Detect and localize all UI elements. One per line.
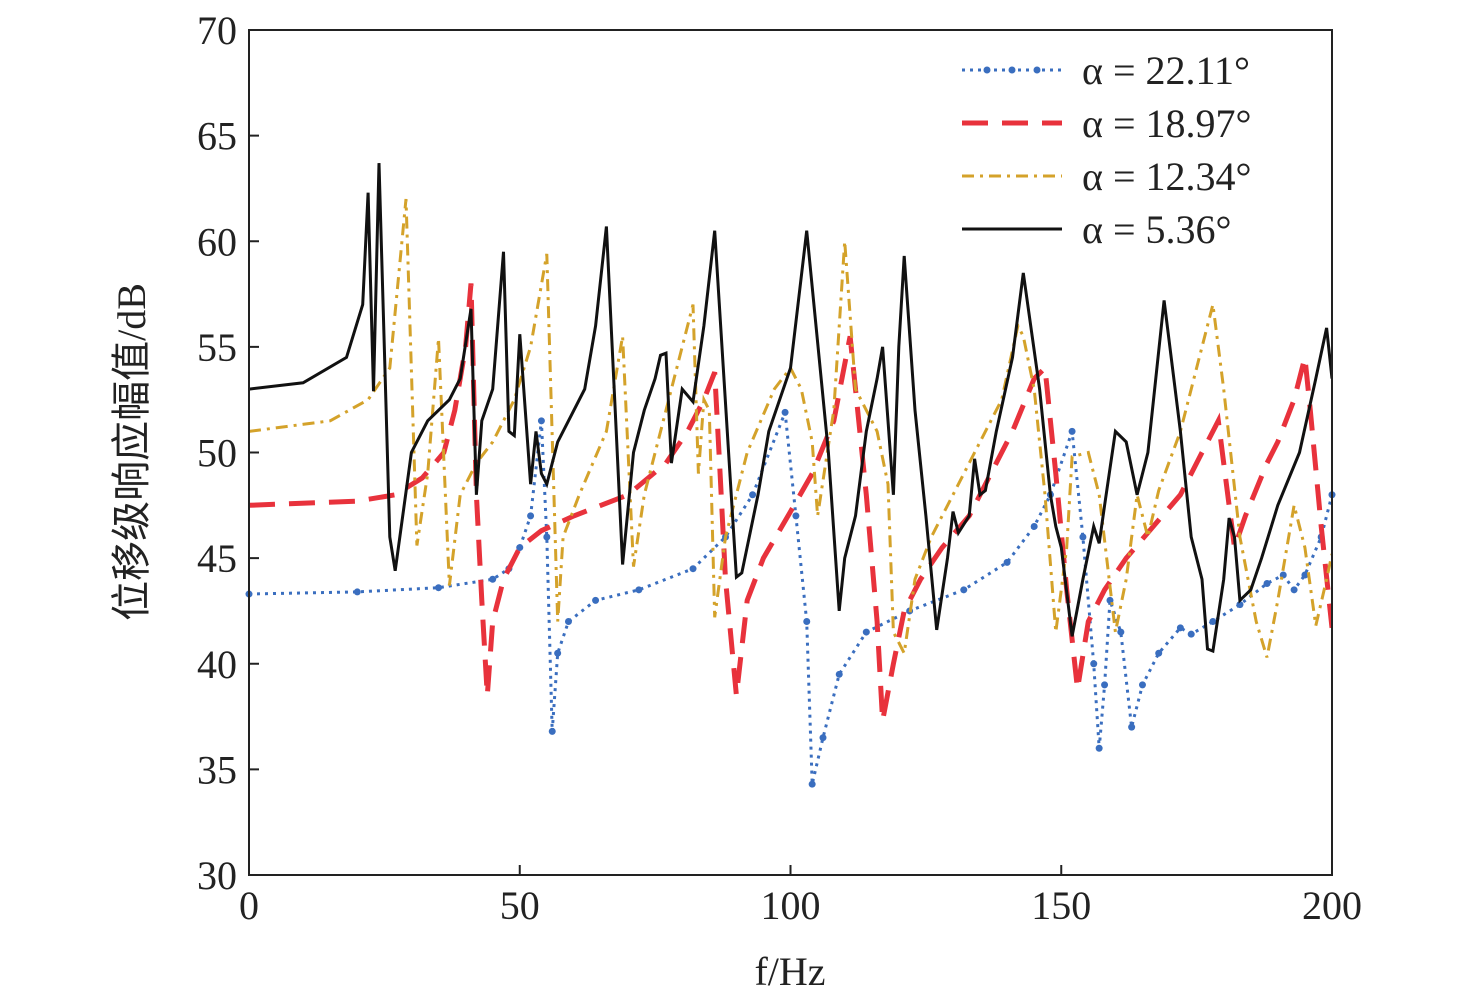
y-axis-label: 位移级响应幅值/dB [109,283,154,621]
legend-label: α = 12.34° [1082,154,1252,199]
series-marker [1236,601,1244,609]
series-marker [537,417,545,425]
series-marker [489,575,497,583]
series-marker [808,780,816,788]
series-marker [548,727,556,735]
series-marker [1290,586,1298,594]
series-marker [819,734,827,742]
x-tick-label: 200 [1302,883,1362,928]
plot-frame [248,29,1333,876]
series-marker [516,544,524,552]
series-marker [1263,579,1271,587]
x-tick-label: 100 [761,883,821,928]
series-marker [1101,681,1109,689]
series-marker [543,533,551,541]
legend-marker [1008,66,1016,74]
series-marker [960,586,968,594]
y-tick-label: 60 [197,219,237,264]
series-marker [527,512,535,520]
series-marker [1301,571,1309,579]
series-marker [1003,558,1011,566]
y-tick-label: 55 [197,325,237,370]
series-marker [1090,660,1098,668]
x-tick-label: 0 [239,883,259,928]
series-line [249,163,1332,654]
series-marker [862,628,870,636]
series-marker [564,618,572,625]
series-line [249,411,1332,785]
legend-marker [983,66,991,74]
y-tick-label: 45 [197,536,237,581]
series-marker [435,584,443,592]
series-marker [1068,427,1076,435]
x-axis-label: f/Hz [754,949,825,994]
legend-marker [1033,66,1041,74]
x-tick-label: 150 [1031,883,1091,928]
series-marker [1138,681,1146,689]
x-tick-label: 50 [500,883,540,928]
legend-label: α = 18.97° [1082,101,1252,146]
series-marker [781,408,789,416]
series-line [249,198,1332,659]
series-marker [792,512,800,520]
series-marker [635,586,643,594]
y-tick-label: 65 [197,114,237,159]
series-marker [803,618,811,625]
legend-label: α = 5.36° [1082,207,1232,252]
series-marker [1030,522,1038,530]
y-tick-label: 50 [197,431,237,476]
series-marker [1095,744,1103,752]
series-marker [592,596,600,604]
series-marker [1128,723,1136,731]
series-marker [749,491,757,499]
series-marker [1079,533,1087,541]
series-marker [1176,624,1184,632]
series-marker [1209,618,1217,625]
y-tick-label: 70 [197,8,237,53]
series-marker [353,588,361,596]
series-marker [689,565,697,573]
y-tick-label: 30 [197,853,237,898]
series-marker [1155,649,1163,657]
series-marker [1187,630,1195,638]
series-marker [554,649,562,657]
y-tick-label: 35 [197,747,237,792]
y-tick-label: 40 [197,642,237,687]
series-marker [1106,596,1114,604]
legend-label: α = 22.11° [1082,48,1250,93]
series-marker [835,670,843,678]
series-marker [1117,628,1125,636]
series-line [249,283,1332,722]
